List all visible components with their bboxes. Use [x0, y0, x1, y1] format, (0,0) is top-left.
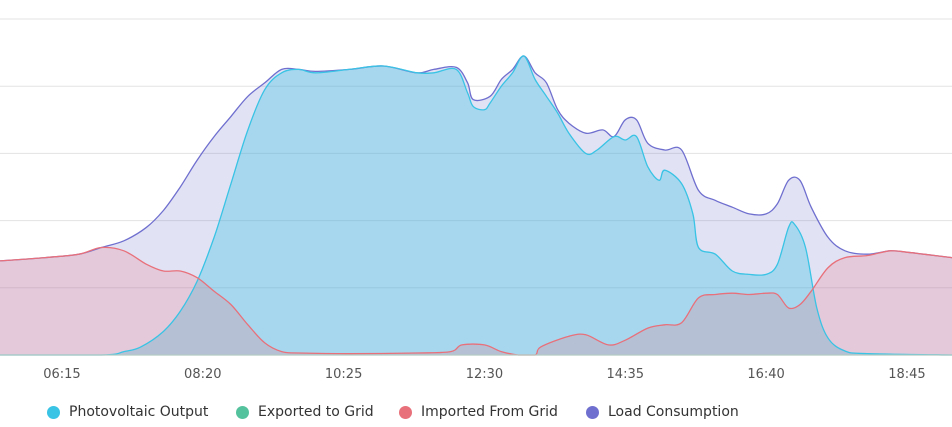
x-tick-label: 06:15: [43, 367, 80, 382]
series-area-load-consumption: [0, 55, 952, 356]
x-tick-label: 10:25: [325, 367, 362, 382]
legend-item-load-consumption[interactable]: Load Consumption: [586, 398, 739, 426]
series-line-photovoltaic-output: [0, 55, 952, 356]
legend-marker: [586, 405, 599, 419]
x-tick-label: 18:45: [888, 367, 925, 382]
legend-label: Imported From Grid: [421, 404, 558, 420]
legend-marker: [236, 405, 249, 419]
series-areas: [0, 55, 952, 356]
legend-marker: [47, 405, 60, 419]
legend-item-imported-from-grid[interactable]: Imported From Grid: [399, 398, 558, 426]
chart: 06:15 08:20 10:25 12:30 14:35 16:40 18:45: [0, 18, 952, 382]
series-line-load-consumption: [0, 55, 952, 262]
legend-item-photovoltaic-output[interactable]: Photovoltaic Output: [47, 398, 208, 426]
x-tick-label: 12:30: [466, 367, 503, 382]
x-tick-label: 16:40: [747, 367, 784, 382]
x-axis-ticks: 06:15 08:20 10:25 12:30 14:35 16:40 18:45: [43, 367, 925, 382]
legend-item-exported-to-grid[interactable]: Exported to Grid: [236, 398, 374, 426]
series-area-imported-from-grid: [0, 247, 952, 355]
legend-label: Load Consumption: [608, 404, 739, 420]
legend: Photovoltaic Output Exported to Grid Impor…: [0, 398, 952, 426]
legend-marker: [399, 405, 412, 419]
legend-label: Exported to Grid: [258, 404, 374, 420]
series-line-imported-from-grid: [0, 246, 952, 356]
legend-label: Photovoltaic Output: [69, 404, 209, 420]
x-tick-label: 14:35: [607, 367, 644, 382]
gridlines: [0, 18, 952, 289]
x-tick-label: 08:20: [184, 367, 221, 382]
series-area-photovoltaic-output: [0, 55, 952, 356]
